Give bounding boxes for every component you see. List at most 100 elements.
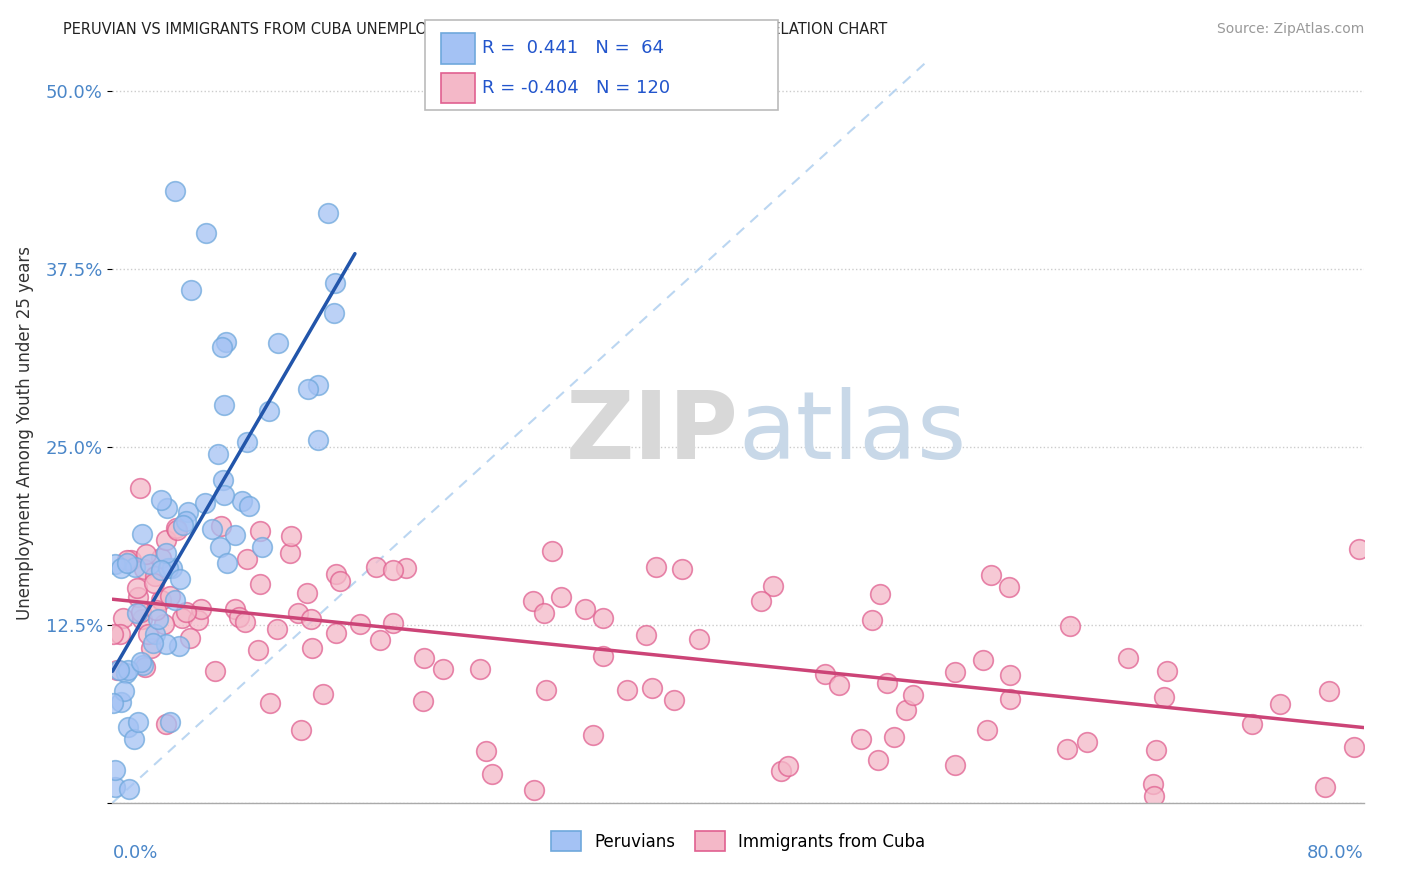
Point [108,663,131,677]
Point [169,573,191,587]
Point [247,643,270,657]
Point [634,628,657,642]
Point [148,612,170,626]
Point [522,594,544,608]
Point [522,783,544,797]
Point [120,553,142,567]
Point [976,723,998,738]
Point [395,561,418,575]
Point [1315,780,1337,794]
Point [266,336,288,351]
Point [671,562,693,576]
Point [115,666,138,681]
Point [110,695,132,709]
Point [231,494,253,508]
Point [150,550,173,565]
Point [259,696,281,710]
Point [179,632,201,646]
Point [103,763,125,777]
Text: R = -0.404   N = 120: R = -0.404 N = 120 [482,79,671,97]
Point [131,527,153,541]
Point [111,611,134,625]
Point [1348,542,1371,557]
Point [124,560,146,574]
Point [172,518,194,533]
Point [541,544,564,558]
Point [157,561,180,575]
Point [323,305,346,319]
Y-axis label: Unemployment Among Youth under 25 years: Unemployment Among Youth under 25 years [17,245,34,620]
Point [125,606,148,620]
Point [814,666,837,681]
Point [640,681,662,696]
Point [869,587,891,601]
Point [149,593,172,607]
Point [224,528,246,542]
Point [209,518,232,533]
Point [550,590,572,604]
Point [101,627,124,641]
Text: Source: ZipAtlas.com: Source: ZipAtlas.com [1216,22,1364,37]
Point [616,683,638,698]
Point [901,688,924,702]
Point [117,663,139,677]
Point [1056,742,1078,756]
Point [468,662,491,676]
Text: R =  0.441   N =  64: R = 0.441 N = 64 [482,39,664,57]
Point [122,732,145,747]
Point [749,594,772,608]
Point [592,648,614,663]
Point [1076,735,1098,749]
Point [211,340,233,354]
Point [187,613,209,627]
Point [233,615,256,629]
Point [645,559,668,574]
Point [127,590,149,604]
Point [180,283,202,297]
Point [134,659,156,673]
Point [249,577,271,591]
Point [212,473,235,487]
Point [212,398,235,412]
Point [1317,684,1340,698]
Point [110,560,132,574]
Point [1143,789,1166,803]
Point [128,481,150,495]
Point [998,667,1021,681]
Point [849,731,872,746]
Point [297,382,319,396]
Point [201,522,224,536]
Point [249,524,271,538]
Point [1059,619,1081,633]
Point [212,488,235,502]
Point [156,500,179,515]
Text: PERUVIAN VS IMMIGRANTS FROM CUBA UNEMPLOYMENT AMONG YOUTH UNDER 25 YEARS CORRELA: PERUVIAN VS IMMIGRANTS FROM CUBA UNEMPLO… [63,22,887,37]
Point [224,601,246,615]
Point [190,602,212,616]
Point [301,641,323,656]
Point [257,404,280,418]
Point [534,683,557,698]
Point [876,676,898,690]
Point [998,692,1021,706]
Point [132,562,155,576]
Point [139,557,162,571]
Point [236,552,259,566]
Point [195,227,218,241]
Point [142,636,165,650]
Point [1270,698,1292,712]
Point [533,607,555,621]
Point [860,613,883,627]
Point [155,637,177,651]
Point [160,561,183,575]
Text: 80.0%: 80.0% [1308,844,1364,862]
Point [280,529,302,543]
Point [152,617,174,632]
Point [117,720,139,734]
Point [136,626,159,640]
Point [163,184,186,198]
Point [105,663,128,677]
Point [177,505,200,519]
Point [592,611,614,625]
Point [215,557,238,571]
